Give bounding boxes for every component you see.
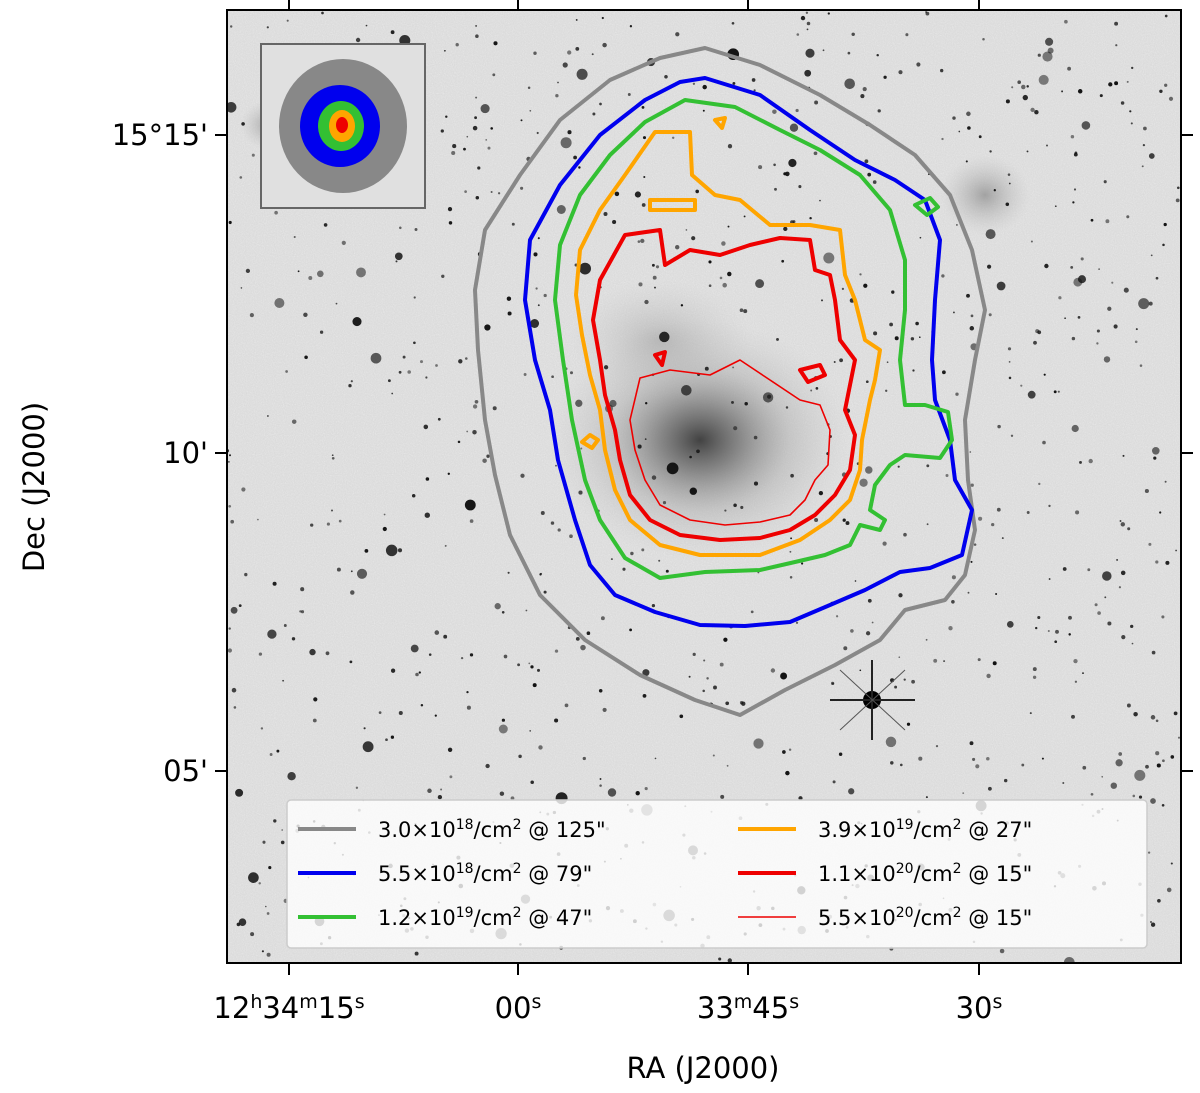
legend: 3.0×1018/cm2 @ 125" 5.5×1018/cm2 @ 79" 1.2…	[286, 799, 1148, 949]
y-tick-label: 15°15'	[112, 118, 208, 152]
contour-1.1e20	[591, 228, 857, 542]
legend-label: 1.1×1020/cm2 @ 15"	[818, 861, 1032, 886]
contour-5.5e20	[629, 359, 831, 526]
contours	[473, 46, 987, 717]
x-tick-label: 00s	[495, 991, 542, 1025]
legend-entry: 3.9×1019/cm2 @ 27"	[738, 817, 1032, 842]
legend-label: 3.0×1018/cm2 @ 125"	[378, 817, 606, 842]
contour-3.0e18	[473, 46, 987, 717]
y-axis-title: Dec (J2000)	[17, 402, 51, 572]
x-tick-label: 12h34m15s	[213, 991, 364, 1025]
x-tick-label: 30s	[956, 991, 1003, 1025]
bright-star	[830, 660, 915, 740]
axis-ticks	[215, 0, 1193, 975]
legend-label: 5.5×1018/cm2 @ 79"	[378, 861, 592, 886]
legend-label: 3.9×1019/cm2 @ 27"	[818, 817, 1032, 842]
x-tick-labels: 12h34m15s 00s 33m45s 30s	[213, 991, 1002, 1025]
contour-3.9e19	[574, 116, 882, 557]
x-tick-label: 33m45s	[697, 991, 799, 1025]
plot-frame	[226, 9, 1182, 964]
x-axis-title: RA (J2000)	[626, 1051, 779, 1085]
legend-entry: 1.1×1020/cm2 @ 15"	[738, 861, 1032, 886]
legend-label: 1.2×1019/cm2 @ 47"	[378, 905, 592, 930]
legend-entry: 3.0×1018/cm2 @ 125"	[298, 817, 606, 842]
y-tick-label: 05'	[163, 754, 208, 788]
legend-entry: 5.5×1018/cm2 @ 79"	[298, 861, 592, 886]
y-tick-labels: 15°15' 10' 05'	[112, 118, 208, 788]
legend-entry: 1.2×1019/cm2 @ 47"	[298, 905, 592, 930]
contour-5.5e18	[523, 76, 974, 628]
legend-entry: 5.5×1020/cm2 @ 15"	[738, 905, 1032, 930]
y-tick-label: 10'	[163, 436, 208, 470]
contour-1.2e19	[553, 98, 954, 580]
legend-label: 5.5×1020/cm2 @ 15"	[818, 905, 1032, 930]
beam-inset	[260, 43, 426, 209]
